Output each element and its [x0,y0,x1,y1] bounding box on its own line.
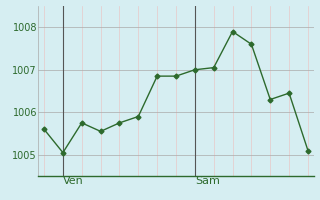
Text: Ven: Ven [63,176,84,186]
Text: Sam: Sam [195,176,220,186]
